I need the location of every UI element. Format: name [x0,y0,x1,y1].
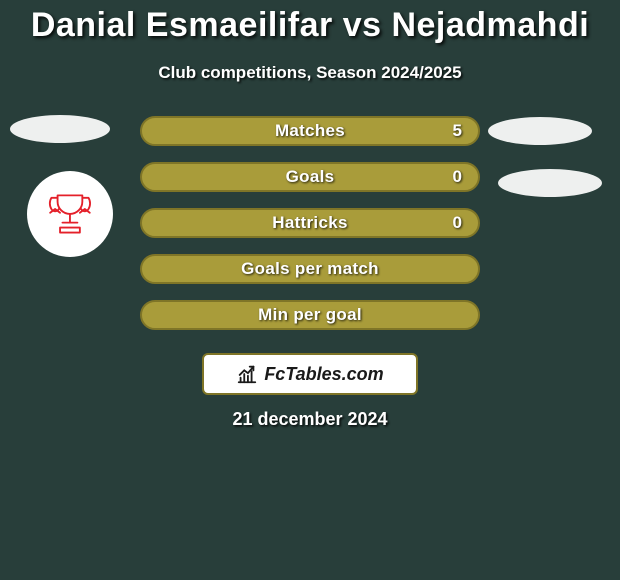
stat-bar-label: Hattricks [272,213,347,233]
stat-bar-label: Matches [275,121,345,141]
date-label: 21 december 2024 [232,409,387,430]
stat-bar-value: 0 [453,213,462,233]
brand-badge[interactable]: FcTables.com [202,353,418,395]
stat-bar-label: Min per goal [258,305,362,325]
stat-bar-value: 0 [453,167,462,187]
oval-left [10,115,110,143]
stat-bar-value: 5 [453,121,462,141]
stat-bar: Hattricks 0 [140,208,480,238]
oval-right-2 [498,169,602,197]
stat-bar: Goals per match [140,254,480,284]
stat-stage: Matches 5 Goals 0 Hattricks 0 Goals per match M… [0,83,620,347]
stat-bar-label: Goals [286,167,335,187]
bars-growth-icon [236,363,258,385]
club-avatar [27,171,113,257]
stat-bar-label: Goals per match [241,259,379,279]
brand-text: FcTables.com [264,364,383,385]
subtitle: Club competitions, Season 2024/2025 [158,63,461,83]
page-title: Danial Esmaeilifar vs Nejadmahdi [31,6,589,45]
trophy-icon [39,183,101,245]
stat-bar: Matches 5 [140,116,480,146]
stat-bar: Min per goal [140,300,480,330]
comparison-card: Danial Esmaeilifar vs Nejadmahdi Club co… [0,0,620,580]
stat-bars: Matches 5 Goals 0 Hattricks 0 Goals per match M… [140,116,480,330]
stat-bar: Goals 0 [140,162,480,192]
oval-right-1 [488,117,592,145]
